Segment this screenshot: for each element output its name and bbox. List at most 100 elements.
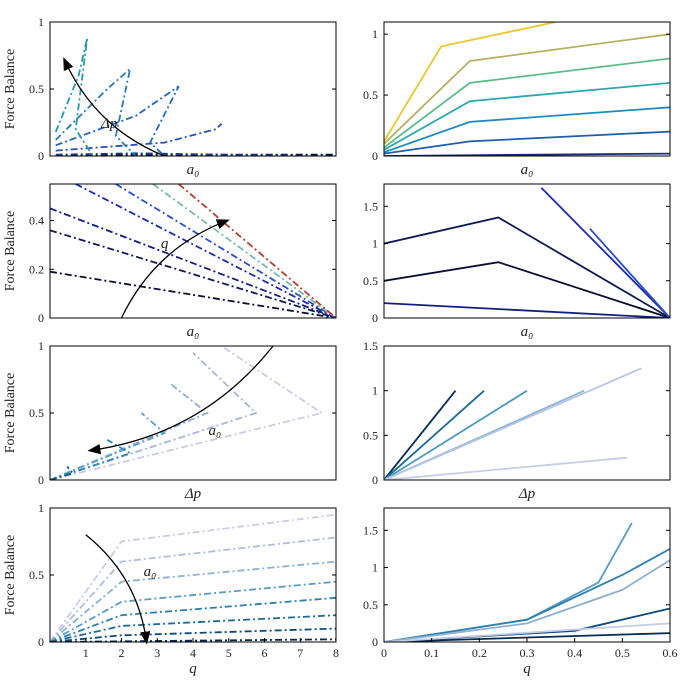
x-tick-label: 2	[119, 646, 125, 660]
x-tick-label: 0.1	[424, 646, 439, 660]
x-tick-label: 4	[190, 646, 196, 660]
x-tick-label: 0	[381, 646, 387, 660]
series-line-p32-3	[384, 389, 528, 480]
y-tick-label: 1	[372, 561, 378, 575]
series-line-p21-4	[75, 184, 336, 318]
y-tick-label: 1	[372, 27, 378, 41]
x-tick-label: 1	[83, 646, 89, 660]
x-tick-label: 0.3	[520, 646, 535, 660]
annotation-arrow	[120, 219, 230, 319]
series-line-p12-4	[384, 82, 670, 151]
y-axis-label: Force Balance	[3, 373, 18, 453]
y-tick-label: 0.5	[29, 406, 44, 420]
x-tick-label: 8	[333, 646, 339, 660]
annotation-arrow	[63, 57, 165, 157]
series-line-p41-6	[50, 614, 336, 642]
chart-panel-p41: 0 0.5 1 1 2 3 4 5 6 7 8 q Force Balance a₀	[3, 501, 339, 677]
chart-panel-p21: 0 0.2 0.4 a₀ Force Balance q	[3, 183, 337, 340]
x-tick-label: 5	[226, 646, 232, 660]
series-line-p12-2	[384, 130, 670, 155]
series-line-p11-3	[55, 123, 223, 152]
axes-frame	[49, 345, 337, 481]
y-tick-label: 0	[38, 311, 44, 325]
y-tick-label: 0	[38, 149, 44, 163]
series-line-p31-4	[50, 412, 167, 480]
y-tick-label: 0	[372, 149, 378, 163]
chart-panel-p12: 0 0.5 1 a₀	[363, 21, 671, 178]
x-axis-label: a₀	[521, 324, 534, 340]
series-line-p11-5	[55, 66, 137, 156]
series-line-p21-6	[152, 184, 336, 318]
series-line-p22-4	[540, 187, 670, 318]
y-tick-label: 0	[372, 473, 378, 487]
annotation-label: a₀	[208, 423, 221, 439]
x-axis-label: a₀	[187, 162, 200, 178]
y-tick-label: 1	[372, 384, 378, 398]
annotation-label: q	[161, 236, 169, 252]
series-line-p11-4	[55, 85, 180, 156]
y-tick-label: 0.5	[29, 568, 44, 582]
axes-frame	[383, 21, 671, 157]
series-line-p21-5	[115, 184, 336, 318]
axes-frame	[383, 183, 671, 319]
series-line-p42-1	[384, 522, 633, 642]
chart-panel-p32: 0 0.5 1 1.5 Δp	[363, 339, 671, 502]
y-tick-label: 0.4	[29, 214, 44, 228]
x-axis-label: q	[523, 661, 531, 677]
y-tick-label: 0	[372, 635, 378, 649]
x-axis-label: Δp	[518, 486, 536, 502]
series-line-p12-3	[384, 106, 670, 154]
annotation-label: Δp	[100, 116, 118, 132]
annotation-arrow	[85, 534, 151, 645]
series-line-p11-6	[54, 37, 94, 156]
series-line-p42-3	[384, 559, 670, 642]
x-tick-label: 6	[262, 646, 268, 660]
y-tick-label: 0	[372, 311, 378, 325]
series-line-p22-1	[384, 261, 670, 318]
series-line-p41-1	[50, 513, 336, 642]
series-line-p22-2	[384, 216, 670, 318]
axes-frame	[383, 507, 671, 643]
y-tick-label: 1.5	[363, 199, 378, 213]
series-line-p31-1	[50, 346, 324, 480]
y-tick-label: 1	[38, 15, 44, 29]
axes-frame	[49, 183, 337, 319]
series-line-p41-4	[50, 580, 336, 642]
y-tick-label: 0.5	[363, 428, 378, 442]
series-line-p41-5	[50, 596, 336, 642]
x-tick-label: 3	[154, 646, 160, 660]
x-axis-label: Δp	[184, 486, 202, 502]
series-line-p22-5	[589, 228, 670, 318]
series-line-p42-2	[384, 548, 670, 642]
axes-frame	[383, 345, 671, 481]
x-axis-label: q	[189, 661, 197, 677]
series-line-p31-2	[50, 352, 258, 480]
series-line-p21-2	[50, 229, 336, 318]
series-line-p21-3	[50, 207, 336, 318]
x-tick-label: 0.2	[472, 646, 487, 660]
y-axis-label: Force Balance	[3, 535, 18, 615]
y-tick-label: 0	[38, 635, 44, 649]
series-line-p11-2	[55, 152, 308, 156]
y-tick-label: 1	[372, 237, 378, 251]
chart-panel-p22: 0 0.5 1 1.5 a₀	[363, 183, 671, 340]
y-axis-label: Force Balance	[3, 49, 18, 129]
series-line-p21-1	[50, 270, 336, 318]
series-line-p41-3	[50, 560, 336, 642]
annotation-label: a₀	[144, 564, 157, 580]
y-tick-label: 0.5	[29, 82, 44, 96]
x-tick-label: 0.5	[615, 646, 630, 660]
series-line-p12-6	[384, 33, 670, 145]
x-tick-label: 0.6	[663, 646, 678, 660]
y-tick-label: 1.5	[363, 523, 378, 537]
y-tick-label: 0.5	[363, 274, 378, 288]
x-axis-label: a₀	[521, 162, 534, 178]
series-line-p32-5	[384, 367, 642, 480]
series-line-p12-5	[384, 57, 670, 149]
x-tick-label: 0.4	[567, 646, 582, 660]
series-line-p31-3	[50, 382, 210, 480]
x-tick-label: 7	[297, 646, 303, 660]
y-tick-label: 0	[38, 473, 44, 487]
series-line-p22-3	[384, 302, 670, 318]
series-line-p41-2	[50, 536, 336, 642]
